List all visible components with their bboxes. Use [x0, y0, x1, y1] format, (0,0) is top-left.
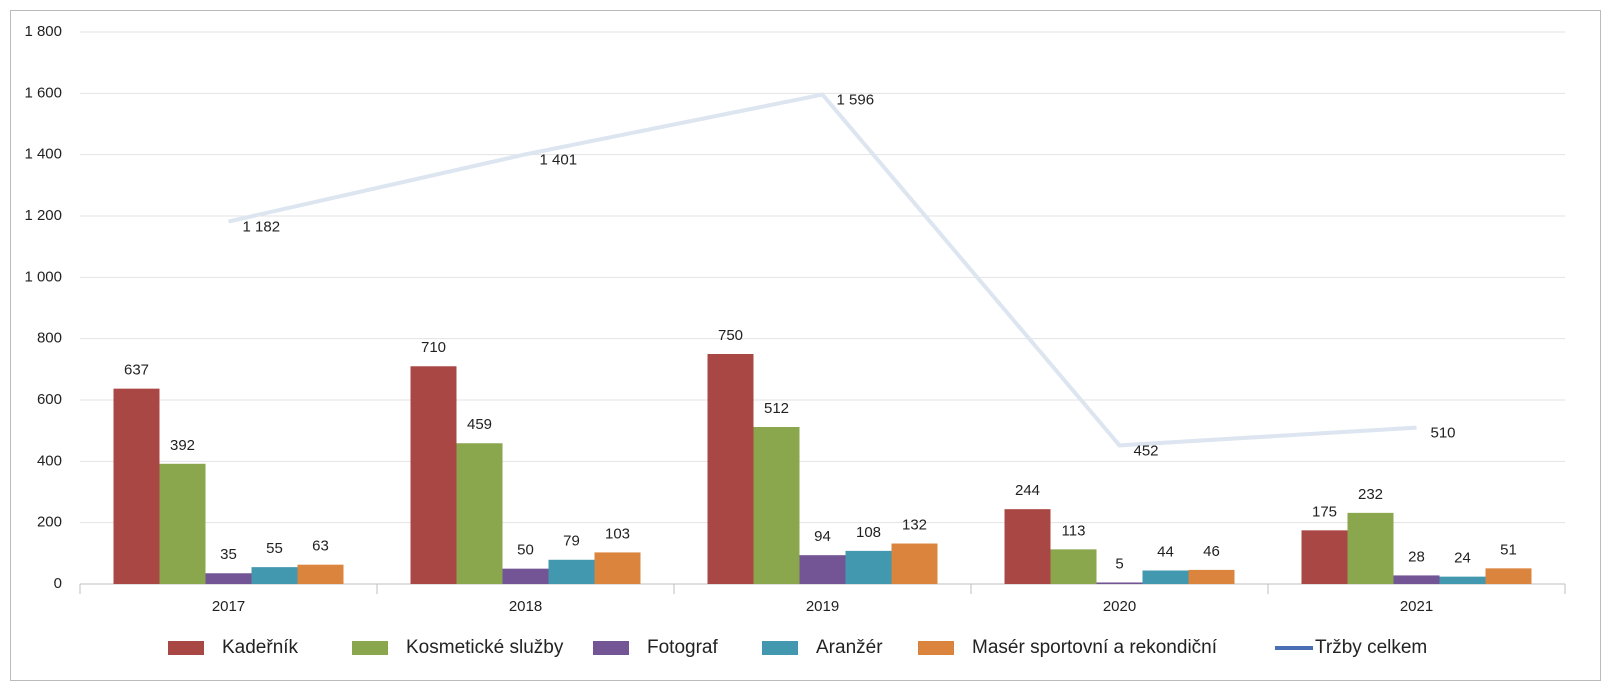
data-label: 24 — [1454, 550, 1471, 567]
bar — [548, 559, 595, 584]
legend: Kadeřník Kosmetické služby Fotograf Aranžér… — [168, 637, 1427, 658]
data-label: 113 — [1062, 522, 1086, 539]
y-tick-label: 0 — [54, 575, 62, 592]
line-label: 510 — [1431, 425, 1456, 442]
data-label: 28 — [1408, 548, 1425, 565]
data-label: 637 — [124, 362, 149, 379]
bar — [1347, 512, 1394, 584]
legend-label: Masér sportovní a rekondiční — [972, 637, 1218, 658]
bar — [845, 550, 892, 584]
line-label: 1 596 — [837, 92, 875, 109]
data-label: 63 — [312, 538, 329, 555]
legend-swatch — [762, 641, 798, 655]
data-label: 108 — [856, 524, 881, 541]
data-label: 46 — [1203, 543, 1220, 560]
line — [228, 92, 1417, 448]
bar — [1004, 509, 1051, 584]
data-label: 512 — [764, 400, 789, 417]
data-label: 459 — [467, 416, 492, 433]
bar — [159, 463, 206, 584]
bar — [1301, 530, 1348, 584]
bar — [1439, 576, 1486, 584]
bar — [502, 568, 549, 584]
legend-label: Kosmetické služby — [406, 637, 564, 658]
legend-swatch — [352, 641, 388, 655]
y-tick-label: 1 000 — [24, 268, 62, 285]
bar — [205, 573, 252, 584]
data-label: 35 — [220, 546, 237, 563]
y-tick-label: 1 200 — [24, 207, 62, 224]
y-tick-label: 1 400 — [24, 146, 62, 163]
legend-swatch — [593, 641, 629, 655]
data-label: 51 — [1500, 541, 1517, 558]
bar — [1188, 569, 1235, 584]
line-label: 452 — [1134, 442, 1159, 459]
x-tick-label: 2021 — [1400, 598, 1433, 615]
data-label: 94 — [814, 528, 831, 545]
bar — [799, 555, 846, 584]
line-label: 1 182 — [243, 218, 281, 235]
data-label: 50 — [517, 542, 534, 559]
legend-label: Tržby celkem — [1315, 637, 1427, 658]
bar — [410, 366, 457, 584]
line-label: 1 401 — [540, 151, 578, 168]
y-tick-label: 1 600 — [24, 84, 62, 101]
data-label: 750 — [718, 327, 743, 344]
bar — [1096, 582, 1143, 584]
legend-swatch — [918, 641, 954, 655]
data-label: 232 — [1358, 486, 1383, 503]
y-tick-label: 1 800 — [24, 23, 62, 40]
legend-swatch — [168, 641, 204, 655]
data-label: 392 — [170, 437, 195, 454]
bar — [707, 354, 754, 584]
x-tick-label: 2019 — [806, 598, 839, 615]
data-label: 132 — [902, 516, 927, 533]
data-label: 103 — [605, 525, 630, 542]
bar — [1050, 549, 1097, 584]
bar — [113, 388, 160, 584]
bar — [891, 543, 938, 584]
bar — [456, 443, 503, 584]
data-label: 44 — [1157, 543, 1174, 560]
data-label: 244 — [1015, 482, 1040, 499]
legend-label: Fotograf — [647, 637, 718, 658]
data-label: 710 — [421, 339, 446, 356]
bar — [251, 567, 298, 584]
bar — [753, 426, 800, 584]
y-tick-label: 400 — [37, 452, 62, 469]
y-tick-label: 800 — [37, 330, 62, 347]
bar — [594, 552, 641, 584]
data-label: 79 — [563, 533, 580, 550]
legend-label: Aranžér — [816, 637, 883, 658]
bar — [1485, 568, 1532, 584]
bar — [297, 564, 344, 584]
x-tick-label: 2018 — [509, 598, 542, 615]
y-tick-label: 200 — [37, 514, 62, 531]
legend-label: Kadeřník — [222, 637, 299, 658]
data-label: 55 — [266, 540, 283, 557]
y-tick-label: 600 — [37, 391, 62, 408]
bar — [1142, 570, 1189, 584]
x-tick-label: 2020 — [1103, 598, 1136, 615]
data-label: 5 — [1115, 555, 1123, 572]
bar — [1393, 575, 1440, 584]
x-tick-label: 2017 — [212, 598, 245, 615]
data-label: 175 — [1312, 503, 1337, 520]
